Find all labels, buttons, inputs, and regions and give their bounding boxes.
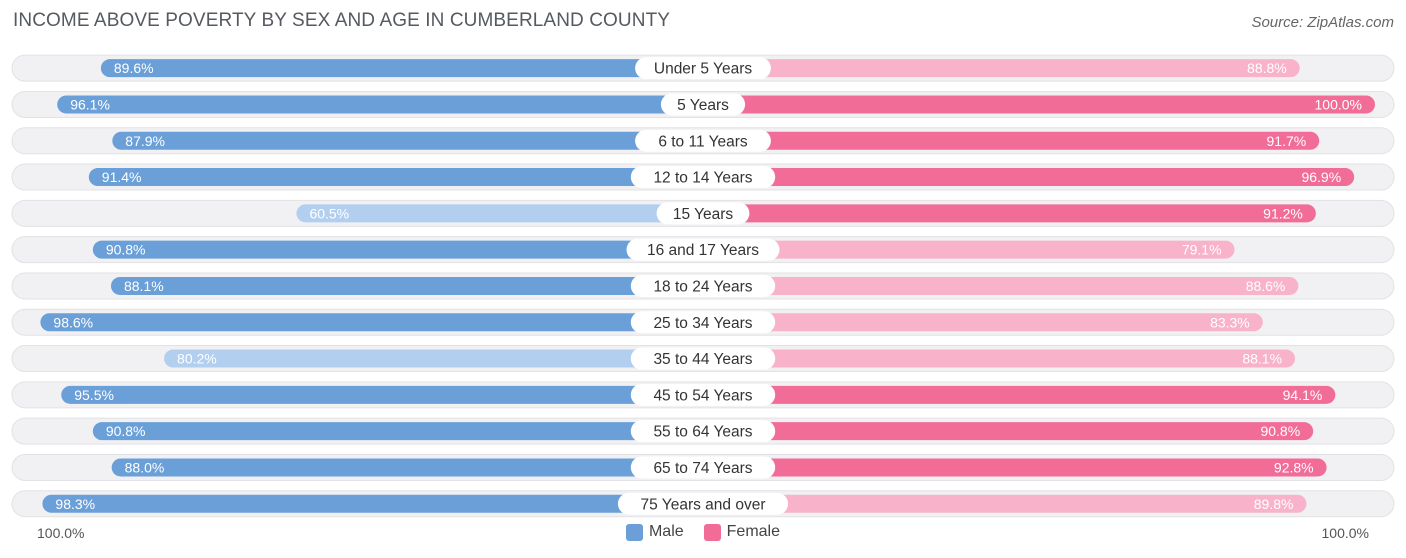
male-value-label: 95.5% (74, 387, 114, 403)
female-bar (703, 349, 1296, 368)
category-pill (660, 93, 746, 116)
chart-title: INCOME ABOVE POVERTY BY SEX AND AGE IN C… (13, 10, 671, 31)
category-label: 18 to 24 Years (653, 278, 752, 295)
category-label: 75 Years and over (641, 496, 766, 513)
female-bar (703, 168, 1355, 187)
male-bar (92, 422, 704, 441)
category-label: 6 to 11 Years (658, 133, 748, 150)
category-pill (630, 311, 776, 334)
category-label: 65 to 74 Years (653, 460, 752, 477)
category-pill (630, 456, 776, 479)
male-bar (88, 168, 704, 187)
female-value-label: 89.8% (1254, 496, 1294, 512)
source-credit: Source: ZipAtlas.com (1251, 14, 1394, 31)
female-bar (703, 313, 1263, 332)
male-bar (164, 349, 703, 368)
female-value-label: 90.8% (1260, 423, 1300, 439)
male-bar (57, 95, 703, 114)
female-bar (703, 276, 1299, 295)
male-bar (112, 131, 703, 150)
female-value-label: 91.2% (1263, 205, 1303, 221)
male-value-label: 80.2% (177, 351, 217, 367)
female-value-label: 88.8% (1247, 60, 1287, 76)
category-pill (630, 347, 776, 370)
female-bar (703, 59, 1300, 78)
diverging-bar-chart: 89.6% 88.8% Under 5 Years 96.1% 100.0% 5 Year… (11, 54, 1395, 518)
female-value-label: 94.1% (1283, 387, 1323, 403)
category-pill (635, 129, 771, 152)
female-bar (703, 204, 1316, 223)
male-bar (40, 313, 703, 332)
category-pill (630, 274, 776, 297)
category-label: 12 to 14 Years (653, 170, 752, 187)
female-value-label: 79.1% (1182, 242, 1222, 258)
female-bar (703, 240, 1235, 259)
female-bar (703, 95, 1375, 114)
legend-male-label: Male (648, 523, 684, 540)
male-value-label: 60.5% (309, 205, 349, 221)
male-bar (296, 204, 703, 223)
left-axis-label: 100.0% (37, 525, 85, 541)
female-swatch (703, 523, 721, 541)
female-value-label: 88.6% (1246, 278, 1286, 294)
male-value-label: 88.0% (125, 459, 165, 475)
male-value-label: 98.6% (53, 314, 93, 330)
female-value-label: 83.3% (1210, 314, 1250, 330)
male-value-label: 90.8% (106, 242, 146, 258)
male-bar (92, 240, 704, 259)
male-swatch (625, 523, 643, 541)
female-value-label: 100.0% (1315, 96, 1362, 112)
male-bar (42, 494, 703, 513)
male-value-label: 91.4% (102, 169, 142, 185)
category-label: 5 Years (677, 97, 729, 114)
category-label: 35 to 44 Years (653, 351, 752, 368)
female-value-label: 96.9% (1301, 169, 1341, 185)
female-value-label: 88.1% (1242, 351, 1282, 367)
category-pill (630, 420, 776, 443)
category-pill (630, 383, 776, 406)
category-label: Under 5 Years (654, 61, 752, 78)
legend-item-male: Male (625, 523, 684, 541)
category-pill (626, 238, 780, 261)
male-value-label: 87.9% (125, 133, 165, 149)
male-value-label: 90.8% (106, 423, 146, 439)
category-label: 15 Years (673, 206, 734, 223)
female-bar (703, 494, 1307, 513)
male-value-label: 89.6% (114, 60, 154, 76)
female-bar (703, 131, 1320, 150)
category-label: 16 and 17 Years (647, 242, 759, 259)
male-value-label: 98.3% (55, 496, 95, 512)
category-label: 25 to 34 Years (653, 315, 752, 332)
category-label: 55 to 64 Years (653, 424, 752, 441)
male-bar (110, 276, 703, 295)
female-value-label: 91.7% (1267, 133, 1307, 149)
legend-item-female: Female (703, 523, 781, 541)
female-bar (703, 458, 1327, 477)
male-bar (100, 59, 703, 78)
right-axis-label: 100.0% (1321, 525, 1369, 541)
female-value-label: 92.8% (1274, 459, 1314, 475)
legend-female-label: Female (726, 523, 781, 540)
female-bar (703, 422, 1314, 441)
category-pill (630, 166, 776, 189)
male-value-label: 96.1% (70, 96, 110, 112)
category-pill (635, 57, 771, 80)
female-bar (703, 385, 1336, 404)
category-pill (617, 492, 789, 515)
male-value-label: 88.1% (124, 278, 164, 294)
category-label: 45 to 54 Years (653, 387, 752, 404)
male-bar (61, 385, 704, 404)
male-bar (111, 458, 703, 477)
legend: Male Female (0, 523, 1406, 541)
category-pill (656, 202, 750, 225)
